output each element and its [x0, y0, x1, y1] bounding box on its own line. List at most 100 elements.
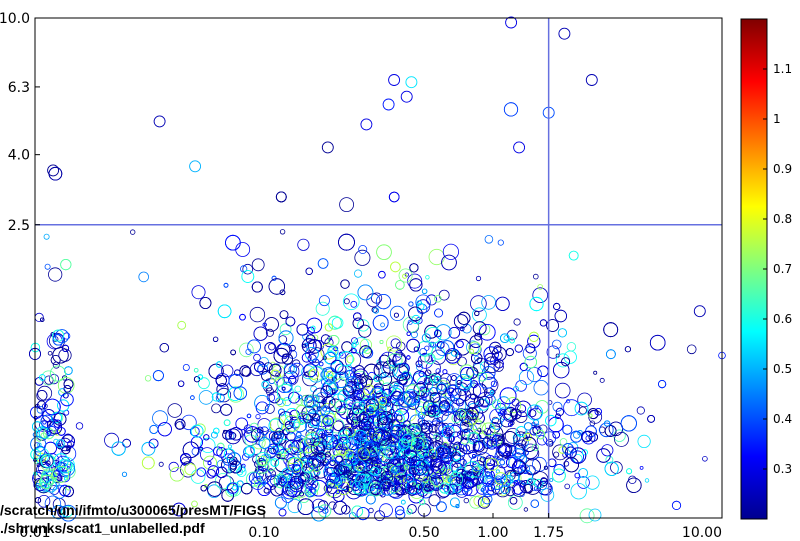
- data-point: [398, 362, 410, 375]
- data-point: [368, 482, 383, 497]
- data-point: [478, 430, 488, 439]
- data-point: [394, 480, 400, 486]
- data-point: [428, 484, 434, 491]
- data-point: [303, 444, 319, 460]
- data-point: [44, 398, 61, 416]
- data-point: [229, 456, 238, 466]
- data-point: [404, 482, 410, 489]
- data-point: [408, 306, 423, 322]
- data-point: [515, 410, 528, 423]
- data-point: [530, 499, 539, 508]
- data-point: [306, 411, 321, 426]
- data-point: [459, 419, 473, 432]
- data-point: [353, 312, 362, 321]
- data-point: [359, 471, 372, 484]
- data-point: [428, 494, 441, 507]
- data-point: [463, 497, 469, 504]
- data-point: [268, 391, 281, 404]
- data-point: [435, 380, 451, 396]
- data-point: [449, 497, 460, 508]
- data-point: [394, 408, 410, 424]
- data-point: [386, 402, 391, 407]
- data-point: [525, 343, 536, 354]
- data-point: [312, 387, 329, 404]
- data-point: [368, 428, 376, 435]
- x-axis-ticks: 0.10 0.50 1.00 1.75 10.00 0.01: [19, 513, 723, 541]
- data-point: [353, 269, 363, 278]
- data-point: [599, 377, 605, 383]
- data-point: [412, 483, 418, 489]
- data-point: [605, 455, 614, 464]
- data-point: [476, 484, 481, 489]
- data-point: [429, 387, 439, 396]
- data-point: [381, 388, 393, 400]
- data-point: [415, 405, 425, 415]
- data-point: [308, 347, 325, 363]
- data-point: [236, 468, 244, 476]
- data-point: [349, 512, 357, 520]
- data-point: [448, 431, 463, 445]
- data-point: [239, 313, 246, 321]
- data-point: [412, 465, 429, 482]
- data-point: [402, 316, 420, 333]
- data-point: [268, 363, 282, 377]
- data-point: [333, 346, 339, 352]
- data-point: [466, 407, 479, 421]
- data-point: [526, 367, 542, 383]
- data-point: [441, 254, 457, 271]
- data-point: [240, 482, 253, 495]
- data-point: [473, 495, 485, 507]
- data-point: [483, 346, 499, 362]
- data-point: [322, 507, 329, 514]
- data-point: [481, 422, 496, 437]
- y-axis-ticks: 2.5 4.0 6.3 10.0: [0, 11, 40, 234]
- data-point: [438, 289, 450, 301]
- data-point: [415, 483, 423, 490]
- data-point: [207, 461, 212, 466]
- data-point: [189, 160, 202, 173]
- data-point: [331, 389, 336, 394]
- data-point: [220, 403, 233, 416]
- data-point: [333, 420, 344, 432]
- data-point: [324, 351, 338, 365]
- data-point: [314, 469, 321, 476]
- data-point: [376, 244, 392, 261]
- data-point: [304, 372, 309, 377]
- data-point: [305, 431, 321, 447]
- data-point: [47, 350, 53, 356]
- x-tick-label: 0.50: [408, 525, 439, 541]
- data-point: [227, 444, 232, 449]
- data-point: [31, 421, 43, 432]
- data-point: [418, 386, 430, 398]
- data-point: [48, 373, 60, 385]
- data-point: [40, 453, 55, 468]
- data-point: [376, 402, 393, 419]
- data-point: [329, 459, 336, 466]
- data-point: [512, 484, 524, 495]
- data-point: [553, 451, 560, 458]
- data-point: [555, 407, 565, 416]
- data-point: [407, 479, 423, 495]
- data-point: [477, 371, 488, 382]
- data-point: [370, 466, 380, 476]
- data-point: [288, 489, 294, 495]
- data-point: [279, 229, 286, 235]
- data-point: [603, 322, 619, 338]
- data-point: [425, 402, 440, 417]
- data-point: [422, 400, 435, 413]
- data-point: [360, 118, 373, 131]
- data-point: [490, 417, 503, 430]
- colorbar-tick-label: 0.3: [773, 462, 792, 476]
- data-point: [435, 324, 452, 341]
- data-point: [581, 430, 596, 445]
- data-point: [380, 471, 394, 484]
- data-point: [223, 419, 231, 427]
- data-point: [475, 275, 482, 282]
- data-point: [30, 406, 43, 419]
- data-point: [301, 352, 312, 363]
- data-point: [564, 457, 580, 473]
- data-point: [52, 329, 65, 342]
- data-point: [505, 397, 522, 414]
- data-point: [636, 406, 645, 415]
- data-point: [499, 387, 517, 405]
